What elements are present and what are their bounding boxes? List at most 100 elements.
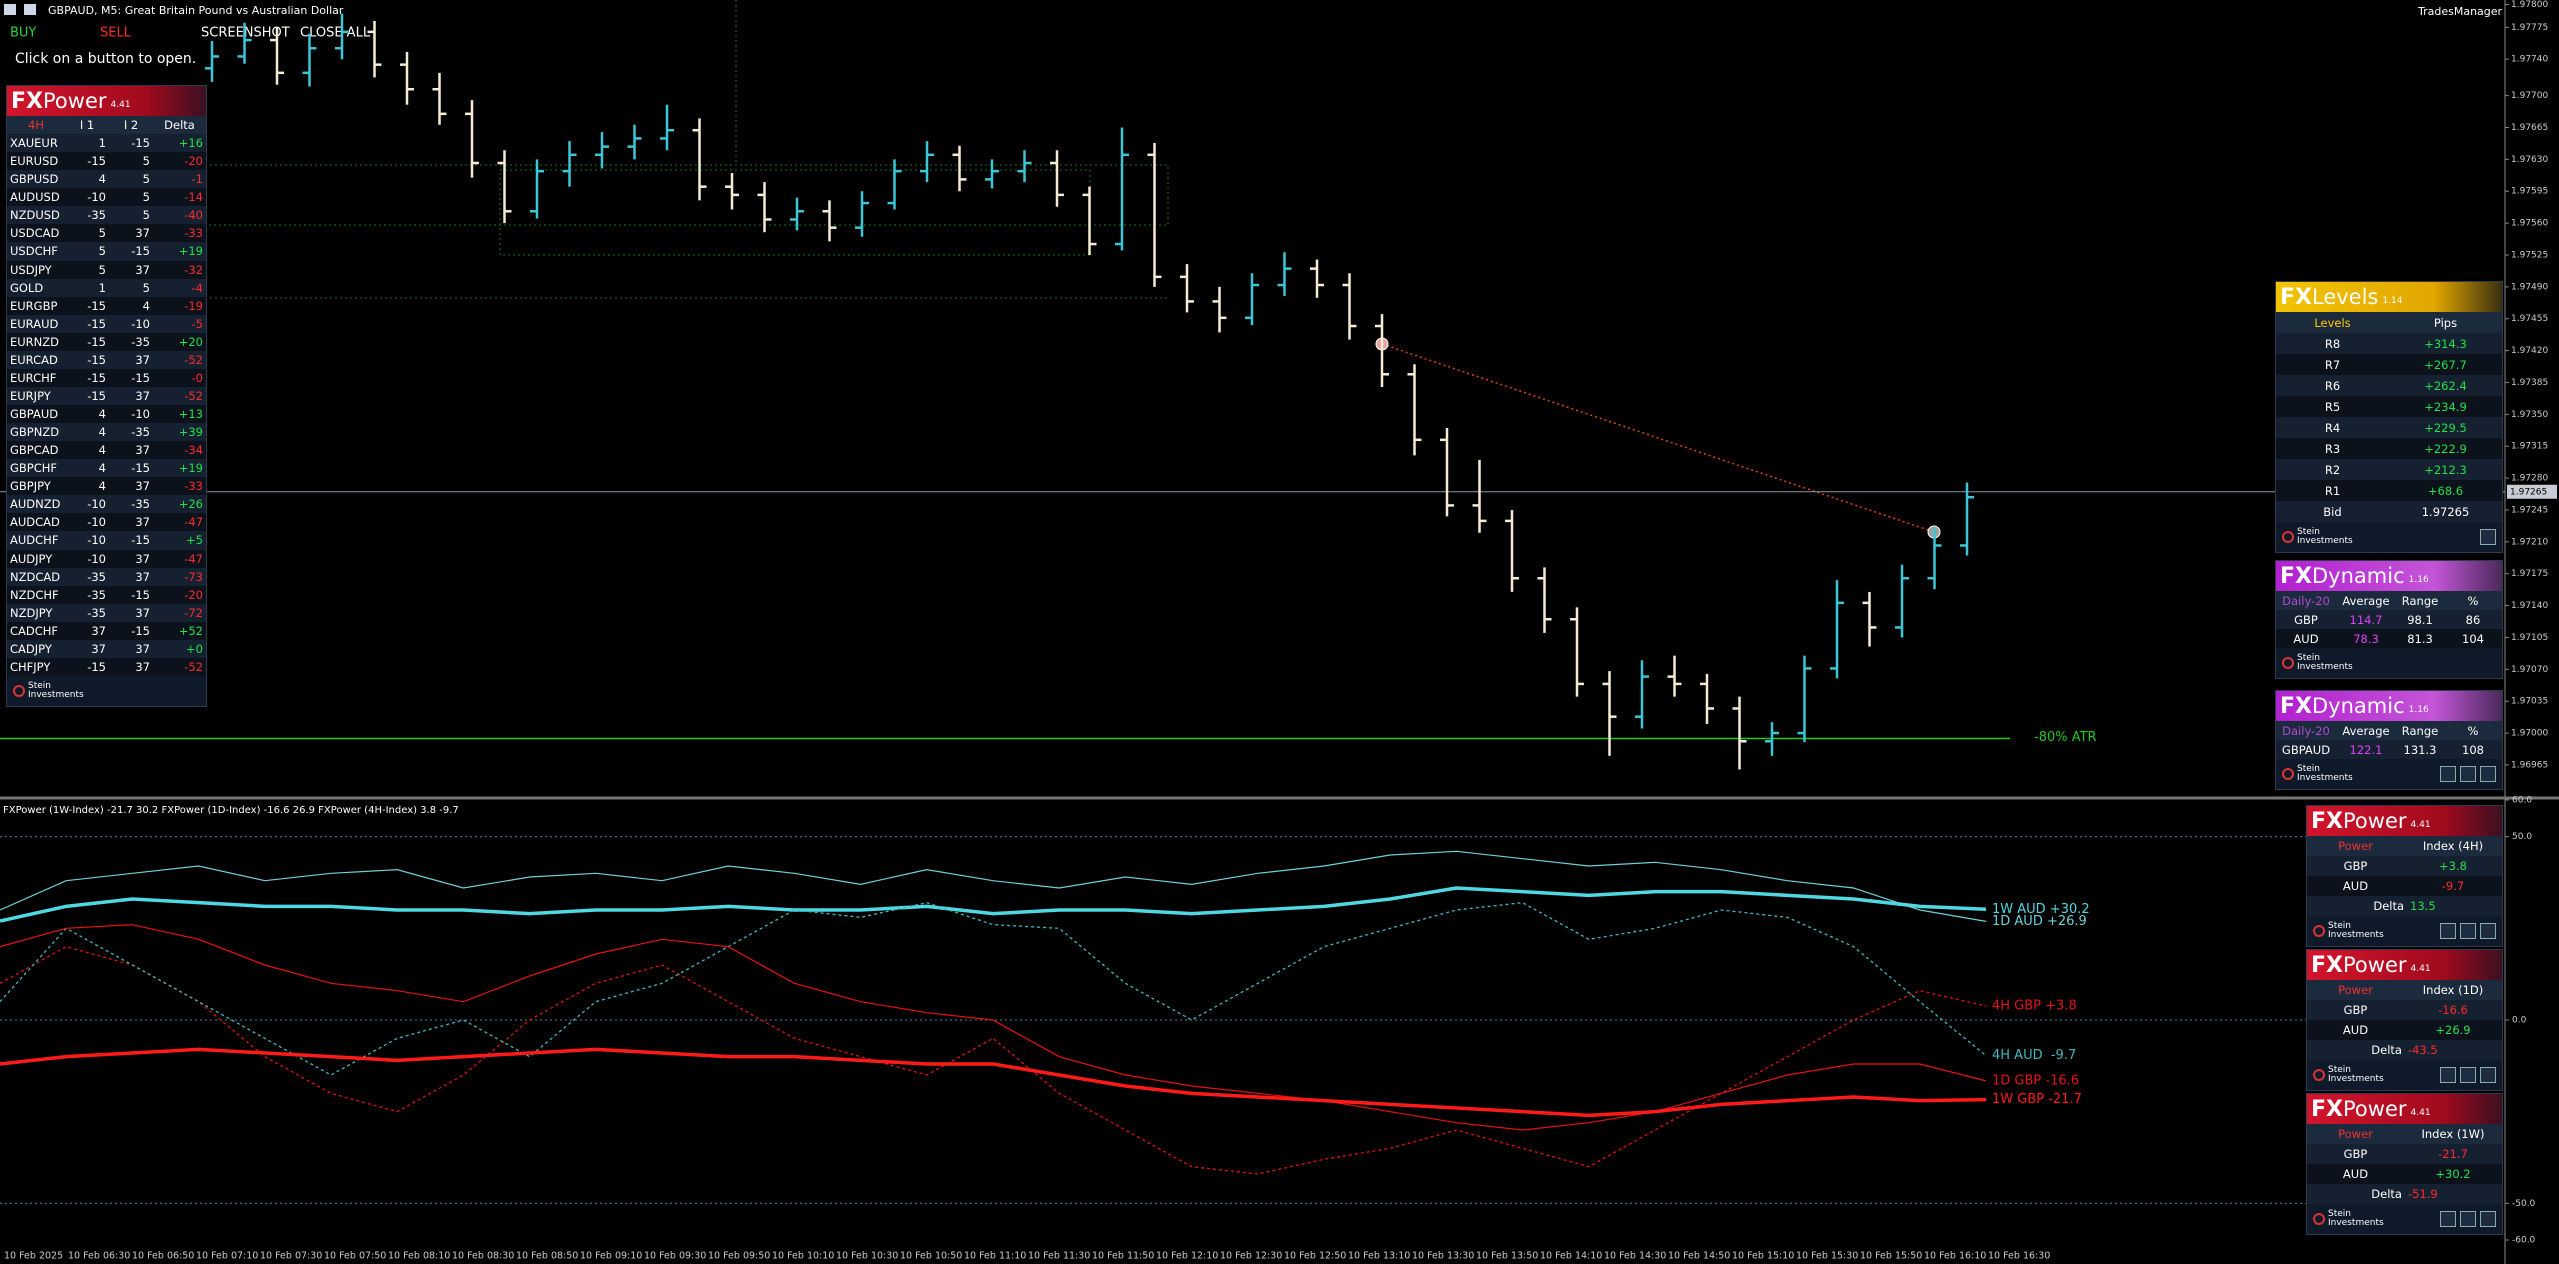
column-header: Average	[2342, 593, 2390, 608]
panel-button[interactable]	[2460, 1067, 2476, 1083]
table-cell: GBP	[2343, 859, 2368, 873]
panel-footer: Stein Investments	[2307, 916, 2502, 946]
table-cell: R7	[2324, 357, 2341, 372]
panel-title: FX Power 4.41	[2307, 950, 2502, 980]
table-row: R7 +267.7	[2276, 354, 2502, 375]
panel-footer: Stein Investments	[2307, 1204, 2502, 1234]
table-row: AUDCHF -10 -15 +5	[7, 531, 206, 550]
table-cell: 37	[135, 479, 150, 494]
table-cell: -35	[131, 334, 150, 349]
table-cell: GBP	[2343, 1003, 2368, 1017]
table-cell: 37	[91, 623, 106, 638]
panel-button[interactable]	[2460, 766, 2476, 782]
indicator-end-label: 1D AUD +26.9	[1992, 914, 2087, 929]
panel-button[interactable]	[2440, 1067, 2456, 1083]
header-row: Daily-20 Average Range%	[2276, 721, 2502, 740]
x-tick-label: 10 Feb 14:30	[1604, 1251, 1666, 1262]
version: 4.41	[2410, 820, 2431, 830]
table-cell: GBPUSD	[10, 172, 59, 187]
vendor-line: Stein	[2297, 527, 2320, 537]
indicator-line	[0, 850, 1987, 922]
table-cell: -15	[87, 388, 106, 403]
table-cell: +13	[178, 407, 203, 422]
vendor-line: Stein	[2328, 921, 2351, 931]
x-tick-label: 10 Feb 10:30	[836, 1251, 898, 1262]
version: 4.41	[2410, 964, 2431, 974]
table-cell: GBPCAD	[10, 443, 59, 458]
column-header: Range	[2401, 593, 2439, 608]
table-cell: R3	[2324, 441, 2341, 456]
y-tick-label: 1.97000	[2511, 729, 2548, 739]
table-cell: -15	[131, 587, 150, 602]
y-tick-label: 0.0	[2512, 1016, 2527, 1026]
table-cell: AUDCAD	[10, 515, 60, 530]
table-cell: 4	[142, 298, 150, 313]
column-header: Index (1W)	[2421, 1127, 2485, 1141]
table-cell: 37	[135, 388, 150, 403]
table-row: GOLD 1 5 -4	[7, 278, 206, 297]
panel-button[interactable]	[2480, 1067, 2496, 1083]
y-tick-label: 1.97105	[2511, 633, 2548, 643]
table-cell: -10	[87, 515, 106, 530]
y-tick-label: 1.97315	[2511, 442, 2548, 452]
trend-line[interactable]	[1381, 343, 1935, 533]
table-cell: -10	[87, 190, 106, 205]
panel-button[interactable]	[2480, 923, 2496, 939]
panel-button[interactable]	[2480, 1211, 2496, 1227]
x-tick-label: 10 Feb 11:50	[1092, 1251, 1154, 1262]
panel-button[interactable]	[2440, 1211, 2456, 1227]
table-row: EURCHF -15 -15 -0	[7, 368, 206, 387]
table-cell: 37	[135, 641, 150, 656]
logo-mark	[2313, 1213, 2325, 1225]
panel-button[interactable]	[2460, 1211, 2476, 1227]
table-cell: -19	[184, 298, 203, 313]
panel-button[interactable]	[2460, 923, 2476, 939]
close-all-button[interactable]: CLOSE ALL	[300, 26, 371, 41]
menu-icon[interactable]	[4, 4, 16, 15]
table-cell: -47	[184, 551, 203, 566]
panel-button[interactable]	[2440, 766, 2456, 782]
version: 4.41	[2410, 1108, 2431, 1118]
table-row: NZDCAD -35 37 -73	[7, 567, 206, 586]
y-tick-label: 1.97420	[2511, 346, 2548, 356]
table-cell: GBPAUD	[10, 407, 59, 422]
x-tick-label: 10 Feb 08:10	[388, 1251, 450, 1262]
menu-icon[interactable]	[24, 4, 36, 15]
table-cell: GBPNZD	[10, 425, 60, 440]
table-cell: EURUSD	[10, 154, 59, 169]
table-row: NZDUSD -35 5 -40	[7, 206, 206, 225]
panel-button[interactable]	[2480, 766, 2496, 782]
logo-text: Stein Investments	[2328, 1210, 2384, 1228]
table-cell: EURNZD	[10, 334, 60, 349]
panel-title: FX Dynamic 1.16	[2276, 691, 2502, 721]
table-cell: 37	[135, 262, 150, 277]
buy-button[interactable]: BUY	[10, 26, 36, 41]
table-row: AUD +30.2	[2307, 1164, 2502, 1184]
panel-name: Power	[43, 89, 107, 113]
sell-button[interactable]: SELL	[100, 26, 132, 41]
table-row: GBP -16.6	[2307, 1000, 2502, 1020]
vendor-line: Stein	[28, 680, 51, 691]
vendor-line: Investments	[2328, 930, 2384, 940]
table-cell: -20	[184, 587, 203, 602]
table-cell: 1	[98, 136, 106, 151]
y-tick-label: 1.97210	[2511, 537, 2548, 547]
vendor-line: Investments	[2297, 536, 2353, 546]
table-cell: +30.2	[2435, 1167, 2471, 1181]
panel-button[interactable]	[2440, 923, 2456, 939]
table-cell: USDCAD	[10, 226, 60, 241]
indicator-line	[0, 886, 1987, 923]
version: 1.16	[2408, 575, 2429, 585]
vendor-line: Investments	[2297, 773, 2353, 783]
table-cell: EURAUD	[10, 316, 59, 331]
table-row: AUD +26.9	[2307, 1020, 2502, 1040]
table-cell: -32	[184, 262, 203, 277]
y-tick-label: 1.96965	[2511, 760, 2548, 770]
column-header: Power	[2338, 839, 2373, 853]
brand: FX	[2280, 284, 2312, 310]
fxdynamic-panel: FX Dynamic 1.16 Daily-20 Average Range% GBP 114…	[2275, 560, 2503, 679]
panel-button[interactable]	[2480, 529, 2496, 545]
table-row: AUD 78.3 81.3 104	[2276, 629, 2502, 648]
